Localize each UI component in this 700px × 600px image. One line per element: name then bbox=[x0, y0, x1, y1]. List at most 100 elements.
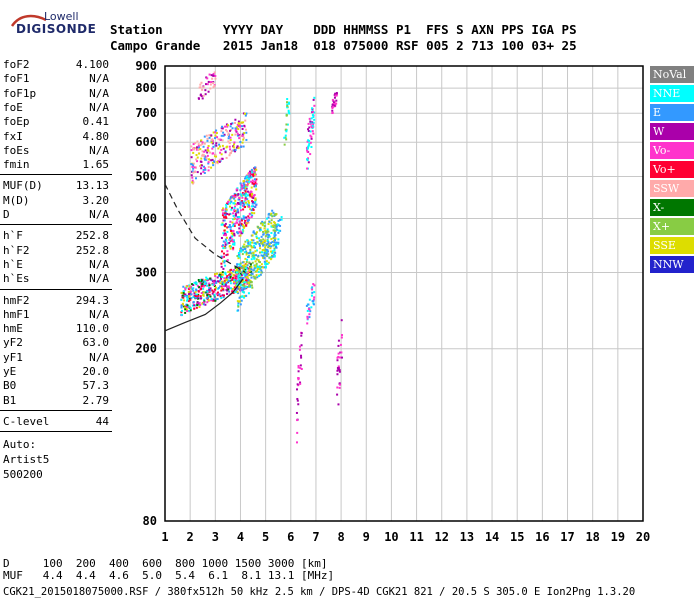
echo-point bbox=[236, 218, 239, 221]
echo-point bbox=[280, 218, 283, 221]
echo-point bbox=[231, 234, 234, 237]
echo-point bbox=[221, 139, 224, 142]
echo-point bbox=[245, 180, 248, 183]
echo-point bbox=[262, 241, 265, 244]
echo-point bbox=[230, 206, 233, 209]
echo-point bbox=[339, 351, 342, 354]
echo-point bbox=[277, 224, 280, 227]
echo-point bbox=[246, 205, 249, 208]
echo-point bbox=[246, 194, 249, 197]
echo-point bbox=[248, 271, 251, 274]
echo-point bbox=[194, 296, 197, 299]
echo-point bbox=[221, 271, 224, 274]
echo-point bbox=[251, 214, 254, 217]
echo-point bbox=[255, 233, 258, 236]
echo-point bbox=[248, 201, 251, 204]
echo-point bbox=[248, 217, 251, 220]
echo-point bbox=[227, 135, 230, 138]
echo-point bbox=[242, 193, 245, 196]
echo-point bbox=[225, 285, 228, 288]
echo-point bbox=[215, 132, 218, 135]
param-row: yF1 N/A bbox=[3, 351, 109, 365]
echo-point bbox=[188, 286, 191, 289]
echo-point bbox=[254, 246, 257, 249]
echo-point bbox=[243, 251, 246, 254]
echo-point bbox=[242, 205, 245, 208]
echo-point bbox=[270, 225, 273, 228]
x-tick-label: 18 bbox=[585, 530, 599, 544]
echo-point bbox=[221, 276, 224, 279]
echo-point bbox=[275, 228, 278, 231]
x-tick-label: 4 bbox=[237, 530, 244, 544]
echo-point bbox=[227, 281, 230, 284]
echo-point bbox=[226, 226, 229, 229]
echo-point bbox=[237, 255, 240, 258]
echo-point bbox=[265, 260, 268, 263]
echo-point bbox=[210, 166, 213, 169]
echo-point bbox=[206, 137, 209, 140]
echo-point bbox=[222, 283, 225, 286]
echo-point bbox=[237, 147, 240, 150]
echo-point bbox=[300, 332, 303, 335]
echo-point bbox=[296, 383, 299, 386]
echo-point bbox=[180, 311, 183, 314]
echo-point bbox=[242, 269, 245, 272]
echo-point bbox=[184, 288, 187, 291]
echo-point bbox=[273, 224, 276, 227]
echo-point bbox=[184, 308, 187, 311]
echo-point bbox=[225, 156, 228, 159]
echo-point bbox=[222, 147, 225, 150]
echo-point bbox=[208, 286, 211, 289]
echo-point bbox=[196, 284, 199, 287]
echo-point bbox=[248, 243, 251, 246]
echo-point bbox=[268, 220, 271, 223]
echo-point bbox=[331, 105, 334, 108]
echo-point bbox=[252, 252, 255, 255]
echo-point bbox=[239, 141, 242, 144]
echo-point bbox=[253, 267, 256, 270]
echo-point bbox=[234, 193, 237, 196]
param-value: 20.0 bbox=[82, 365, 110, 378]
echo-point bbox=[256, 225, 259, 228]
echo-point bbox=[258, 244, 261, 247]
echo-point bbox=[263, 260, 266, 263]
echo-point bbox=[268, 244, 271, 247]
echo-point bbox=[244, 274, 247, 277]
echo-point bbox=[193, 307, 196, 310]
echo-point bbox=[240, 187, 243, 190]
echo-point bbox=[186, 299, 189, 302]
echo-point bbox=[223, 259, 226, 262]
echo-point bbox=[258, 266, 261, 269]
echo-point bbox=[308, 298, 311, 301]
echo-point bbox=[236, 271, 239, 274]
echo-point bbox=[311, 300, 314, 303]
echo-point bbox=[229, 287, 232, 290]
echo-point bbox=[309, 120, 312, 123]
echo-point bbox=[273, 239, 276, 242]
echo-point bbox=[241, 127, 244, 130]
echo-point bbox=[253, 232, 256, 235]
echo-point bbox=[228, 279, 231, 282]
echo-point bbox=[249, 241, 252, 244]
echo-point bbox=[199, 94, 202, 97]
echo-point bbox=[254, 173, 257, 176]
echo-point bbox=[250, 190, 253, 193]
echo-point bbox=[271, 240, 274, 243]
echo-point bbox=[248, 261, 251, 264]
echo-point bbox=[239, 271, 242, 274]
echo-point bbox=[306, 322, 309, 325]
echo-point bbox=[251, 200, 254, 203]
echo-point bbox=[245, 260, 248, 263]
echo-point bbox=[239, 230, 242, 233]
echo-point bbox=[245, 271, 248, 274]
echo-point bbox=[267, 246, 270, 249]
echo-point bbox=[243, 203, 246, 206]
param-value: N/A bbox=[89, 86, 109, 100]
echo-point bbox=[245, 187, 248, 190]
echo-point bbox=[195, 282, 198, 285]
echo-point bbox=[197, 293, 200, 296]
echo-point bbox=[200, 297, 203, 300]
x-tick-label: 3 bbox=[212, 530, 219, 544]
echo-point bbox=[312, 298, 315, 301]
logo-line2: DIGISONDE bbox=[16, 22, 97, 36]
